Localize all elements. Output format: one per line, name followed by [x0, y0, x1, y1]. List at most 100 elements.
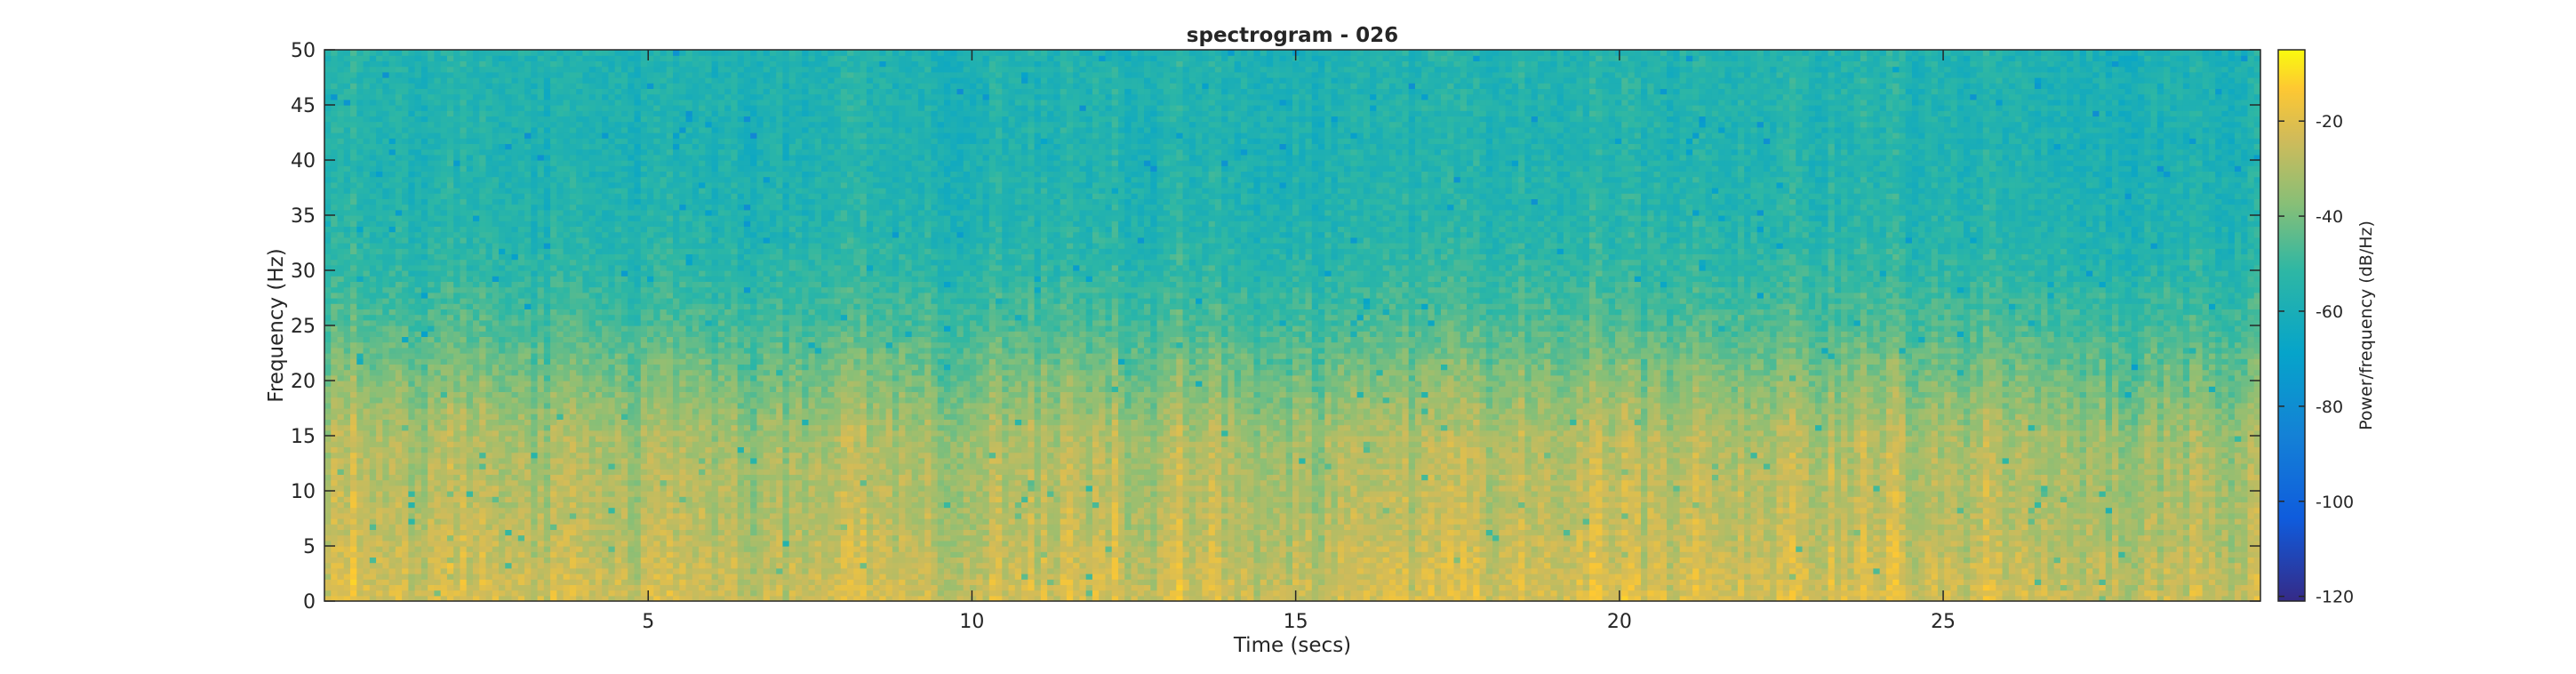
heatmap-cell — [350, 226, 357, 232]
heatmap-cell — [499, 370, 506, 376]
heatmap-cell — [538, 215, 545, 221]
heatmap-cell — [550, 105, 557, 111]
heatmap-cell — [628, 55, 635, 61]
heatmap-cell — [492, 293, 500, 299]
heatmap-cell — [370, 270, 377, 277]
heatmap-cell — [396, 221, 403, 227]
heatmap-cell — [596, 132, 603, 139]
heatmap-cell — [596, 403, 603, 409]
heatmap-cell — [531, 551, 538, 558]
heatmap-cell — [389, 413, 396, 420]
heatmap-cell — [382, 568, 389, 574]
heatmap-cell — [356, 436, 364, 442]
heatmap-cell — [505, 165, 512, 172]
heatmap-cell — [447, 276, 454, 282]
heatmap-cell — [524, 100, 532, 106]
heatmap-cell — [564, 408, 571, 414]
heatmap-cell — [396, 584, 403, 590]
heatmap-cell — [324, 287, 332, 293]
heatmap-cell — [356, 303, 364, 309]
heatmap-cell — [447, 358, 454, 365]
heatmap-cell — [421, 413, 428, 420]
heatmap-cell — [396, 72, 403, 78]
heatmap-cell — [582, 221, 589, 227]
heatmap-cell — [570, 226, 577, 232]
heatmap-cell — [370, 215, 377, 221]
heatmap-cell — [421, 474, 428, 480]
heatmap-cell — [524, 237, 532, 244]
heatmap-cell — [389, 425, 396, 431]
heatmap-cell — [460, 508, 467, 514]
heatmap-cell — [350, 453, 357, 459]
heatmap-cell — [460, 276, 467, 282]
heatmap-cell — [634, 110, 641, 116]
heatmap-cell — [582, 270, 589, 277]
heatmap-cell — [428, 458, 435, 464]
heatmap-cell — [382, 524, 389, 530]
heatmap-cell — [524, 198, 532, 205]
heatmap-cell — [602, 584, 609, 590]
heatmap-cell — [641, 430, 648, 437]
heatmap-cell — [602, 403, 609, 409]
heatmap-cell — [576, 386, 583, 392]
heatmap-cell — [602, 325, 609, 332]
heatmap-cell — [402, 370, 409, 376]
heatmap-cell — [434, 568, 441, 574]
heatmap-cell — [415, 309, 422, 315]
heatmap-cell — [473, 215, 480, 221]
heatmap-cell — [389, 237, 396, 244]
heatmap-cell — [641, 210, 648, 216]
heatmap-cell — [441, 524, 448, 530]
heatmap-cell — [524, 77, 532, 84]
heatmap-cell — [621, 413, 628, 420]
heatmap-cell — [453, 425, 460, 431]
heatmap-cell — [556, 485, 564, 492]
heatmap-cell — [596, 508, 603, 514]
heatmap-cell — [550, 419, 557, 425]
heatmap-cell — [524, 226, 532, 232]
heatmap-cell — [421, 205, 428, 211]
heatmap-cell — [512, 463, 519, 469]
heatmap-cell — [505, 193, 512, 199]
heatmap-cell — [453, 132, 460, 139]
heatmap-cell — [338, 364, 345, 370]
heatmap-cell — [531, 518, 538, 525]
heatmap-cell — [467, 248, 474, 254]
heatmap-cell — [564, 579, 571, 585]
heatmap-cell — [370, 370, 377, 376]
heatmap-cell — [350, 237, 357, 244]
heatmap-cell — [538, 590, 545, 597]
heatmap-cell — [602, 188, 609, 194]
heatmap-cell — [564, 446, 571, 453]
heatmap-cell — [350, 171, 357, 177]
heatmap-cell — [615, 469, 622, 475]
heatmap-cell — [402, 453, 409, 459]
heatmap-cell — [518, 110, 525, 116]
heatmap-cell — [415, 293, 422, 299]
heatmap-cell — [428, 77, 435, 84]
heatmap-cell — [492, 370, 500, 376]
heatmap-cell — [564, 541, 571, 547]
heatmap-cell — [576, 303, 583, 309]
heatmap-cell — [570, 253, 577, 260]
heatmap-cell — [531, 469, 538, 475]
heatmap-cell — [499, 253, 506, 260]
heatmap-cell — [505, 210, 512, 216]
heatmap-cell — [408, 501, 415, 508]
heatmap-cell — [634, 55, 641, 61]
heatmap-cell — [382, 381, 389, 387]
heatmap-cell — [570, 55, 577, 61]
heatmap-cell — [331, 237, 338, 244]
heatmap-cell — [486, 198, 493, 205]
heatmap-cell — [447, 546, 454, 552]
heatmap-cell — [544, 513, 551, 519]
heatmap-cell — [408, 232, 415, 238]
heatmap-cell — [421, 260, 428, 266]
heatmap-cell — [641, 110, 648, 116]
heatmap-cell — [428, 210, 435, 216]
heatmap-cell — [564, 188, 571, 194]
heatmap-cell — [531, 381, 538, 387]
heatmap-cell — [324, 584, 332, 590]
heatmap-cell — [556, 446, 564, 453]
heatmap-cell — [634, 77, 641, 84]
